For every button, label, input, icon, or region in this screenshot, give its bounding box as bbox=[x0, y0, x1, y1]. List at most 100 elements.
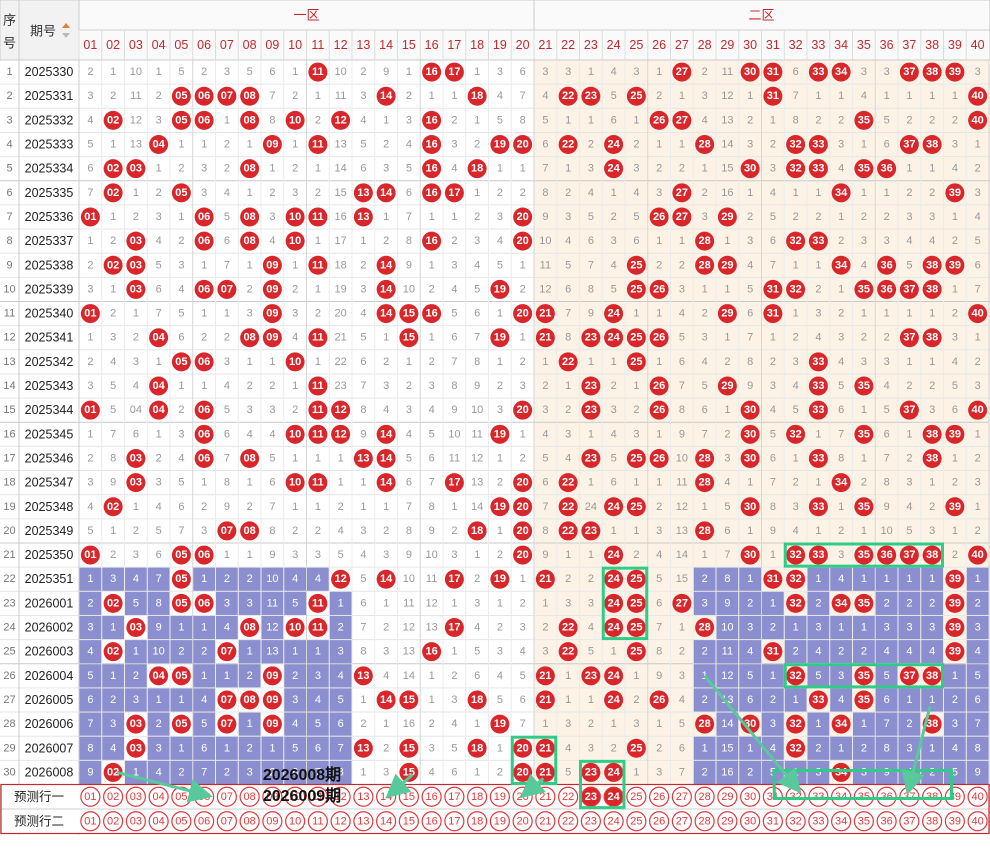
miss-bar-cell bbox=[147, 688, 170, 712]
miss-count: 1 bbox=[520, 332, 526, 344]
miss-count: 6 bbox=[224, 235, 230, 247]
miss-bar-cell bbox=[125, 591, 147, 615]
drawn-number: 02 bbox=[107, 114, 119, 126]
drawn-number: 31 bbox=[767, 283, 779, 295]
miss-count: 2 bbox=[611, 380, 617, 392]
miss-count: 4 bbox=[269, 428, 275, 440]
miss-count: 4 bbox=[929, 235, 935, 247]
drawn-number: 11 bbox=[312, 332, 324, 344]
drawn-number: 33 bbox=[812, 235, 824, 247]
predict-ball bbox=[626, 811, 647, 832]
miss-bar-cell bbox=[784, 640, 807, 664]
miss-count: 2 bbox=[952, 549, 958, 561]
predict-ball-number: 23 bbox=[585, 791, 597, 803]
drawn-number-ball bbox=[376, 86, 396, 106]
miss-bar-cell bbox=[193, 688, 215, 712]
drawn-number: 38 bbox=[926, 139, 938, 151]
drawn-number-ball bbox=[513, 304, 533, 324]
miss-bar-cell bbox=[693, 760, 716, 784]
miss-count: 1 bbox=[315, 235, 321, 247]
miss-count: 5 bbox=[588, 211, 594, 223]
miss-count: 3 bbox=[247, 597, 253, 609]
miss-count: 3 bbox=[383, 163, 389, 175]
drawn-number-ball bbox=[240, 159, 260, 179]
miss-count: 2 bbox=[110, 308, 116, 320]
miss-bar-cell bbox=[762, 712, 784, 736]
miss-count: 3 bbox=[656, 766, 662, 778]
drawn-number-ball bbox=[899, 135, 919, 155]
drawn-number-ball bbox=[922, 424, 942, 444]
miss-count: 8 bbox=[542, 525, 548, 537]
miss-count: 5 bbox=[315, 718, 321, 730]
drawn-number: 27 bbox=[676, 187, 688, 199]
drawn-number: 20 bbox=[517, 549, 529, 561]
row-issue: 2025341 bbox=[25, 331, 74, 345]
miss-count: 6 bbox=[633, 235, 639, 247]
predict-ball bbox=[376, 811, 397, 832]
miss-count: 8 bbox=[406, 525, 412, 537]
predict-ball-number: 20 bbox=[517, 815, 529, 827]
drawn-number-ball bbox=[672, 207, 692, 227]
miss-count: 3 bbox=[906, 477, 912, 489]
miss-count: 5 bbox=[747, 283, 753, 295]
miss-count: 5 bbox=[906, 525, 912, 537]
predict-ball bbox=[717, 786, 738, 807]
predict-ball-number: 22 bbox=[562, 791, 574, 803]
miss-count: 1 bbox=[429, 670, 435, 682]
miss-count: 1 bbox=[497, 308, 503, 320]
miss-count: 13 bbox=[676, 525, 688, 537]
miss-count: 5 bbox=[201, 718, 207, 730]
miss-count: 1 bbox=[770, 597, 776, 609]
miss-count: 2 bbox=[156, 90, 162, 102]
miss-count: 1 bbox=[633, 477, 639, 489]
header-number-28: 28 bbox=[698, 38, 712, 52]
row-issue: 2025332 bbox=[25, 113, 74, 127]
miss-count: 9 bbox=[156, 622, 162, 634]
miss-count: 6 bbox=[679, 742, 685, 754]
drawn-number-ball bbox=[240, 448, 260, 468]
drawn-number: 19 bbox=[494, 501, 506, 513]
miss-count: 1 bbox=[906, 90, 912, 102]
miss-count: 2 bbox=[133, 211, 139, 223]
row-seq: 5 bbox=[6, 163, 12, 175]
miss-count: 1 bbox=[838, 501, 844, 513]
miss-bar-cell bbox=[307, 664, 329, 688]
miss-count: 1 bbox=[770, 549, 776, 561]
predict-ball-number: 21 bbox=[539, 815, 551, 827]
drawn-number-ball bbox=[558, 497, 578, 517]
miss-count: 1 bbox=[952, 670, 958, 682]
drawn-number-ball bbox=[831, 255, 851, 275]
row-issue: 2025339 bbox=[25, 282, 74, 296]
miss-count: 4 bbox=[292, 718, 298, 730]
row-seq: 28 bbox=[3, 718, 15, 730]
miss-bar-cell bbox=[830, 640, 852, 664]
miss-bar-cell bbox=[853, 760, 875, 784]
miss-count: 1 bbox=[588, 694, 594, 706]
miss-count: 3 bbox=[338, 646, 344, 658]
drawn-number-ball bbox=[558, 618, 578, 638]
drawn-number: 09 bbox=[266, 308, 278, 320]
drawn-number-ball bbox=[581, 666, 601, 686]
miss-count: 4 bbox=[565, 452, 571, 464]
miss-count: 1 bbox=[611, 525, 617, 537]
predict-ball-number: 07 bbox=[221, 815, 233, 827]
miss-count: 1 bbox=[815, 90, 821, 102]
header-number-07: 07 bbox=[220, 38, 234, 52]
miss-count: 2 bbox=[952, 114, 958, 126]
miss-bar-cell bbox=[238, 736, 261, 760]
header-number-19: 19 bbox=[493, 38, 507, 52]
drawn-number-ball bbox=[103, 642, 123, 662]
drawn-number: 02 bbox=[107, 163, 119, 175]
miss-count: 2 bbox=[633, 549, 639, 561]
miss-count: 1 bbox=[861, 525, 867, 537]
miss-count: 5 bbox=[702, 380, 708, 392]
miss-count: 3 bbox=[520, 622, 526, 634]
miss-count: 7 bbox=[360, 380, 366, 392]
drawn-number: 11 bbox=[312, 211, 324, 223]
miss-count: 1 bbox=[633, 525, 639, 537]
drawn-number-ball bbox=[126, 473, 146, 493]
miss-count: 6 bbox=[178, 332, 184, 344]
miss-count: 2 bbox=[770, 694, 776, 706]
miss-count: 2 bbox=[975, 356, 981, 368]
drawn-number-ball bbox=[103, 593, 123, 613]
